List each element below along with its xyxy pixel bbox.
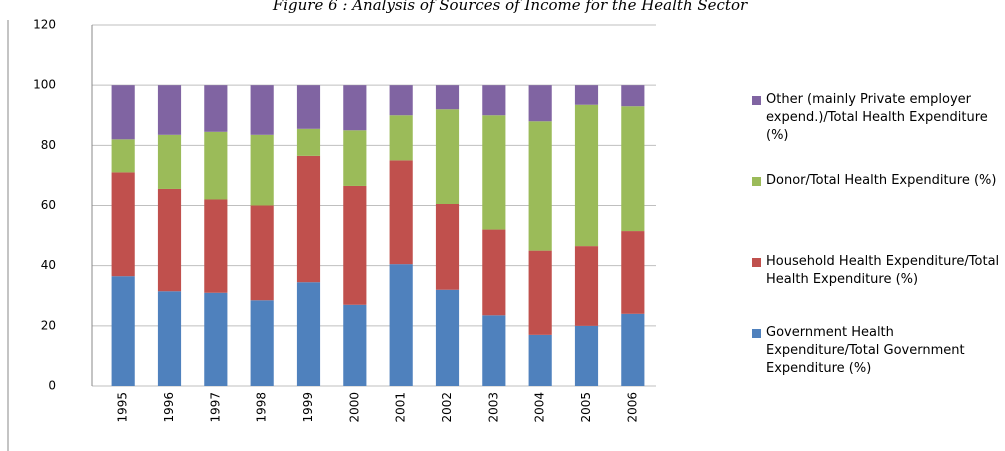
legend-swatch bbox=[752, 258, 761, 267]
bar-segment bbox=[574, 246, 599, 326]
bar-segment bbox=[528, 250, 552, 335]
x-tick-label: 2000 bbox=[347, 392, 361, 423]
legend-swatch bbox=[752, 329, 761, 338]
bar-segment bbox=[250, 300, 274, 386]
bar-segment bbox=[111, 139, 135, 173]
x-tick-label: 2002 bbox=[440, 392, 454, 423]
y-tick-label: 20 bbox=[41, 318, 56, 332]
bar-segment bbox=[250, 205, 274, 301]
x-tick-label: 2006 bbox=[625, 392, 639, 423]
legend-swatch bbox=[752, 96, 761, 105]
bar-segment bbox=[389, 264, 413, 386]
bar-segment bbox=[528, 85, 552, 122]
bar-segment bbox=[157, 188, 182, 292]
bar-segment bbox=[343, 130, 367, 186]
chart-title: Figure 6 : Analysis of Sources of Income… bbox=[272, 0, 748, 14]
y-tick-label: 60 bbox=[41, 198, 56, 212]
bar-segment bbox=[250, 134, 274, 206]
bar-segment bbox=[435, 203, 460, 290]
bar-segment bbox=[482, 115, 506, 230]
bar-segment bbox=[528, 121, 552, 251]
legend-label: Other (mainly Private employer expend.)/… bbox=[766, 92, 988, 143]
y-tick-label: 40 bbox=[41, 258, 56, 272]
legend-label: Government Health Expenditure/Total Gove… bbox=[766, 325, 965, 376]
bar-segment bbox=[389, 115, 413, 161]
y-tick-label: 0 bbox=[48, 379, 56, 393]
bar-segment bbox=[296, 85, 321, 129]
x-tick-label: 1998 bbox=[255, 392, 269, 423]
y-tick-label: 100 bbox=[33, 78, 56, 92]
bar-segment bbox=[343, 85, 367, 131]
bar-segment bbox=[621, 313, 645, 386]
bar-segment bbox=[435, 85, 460, 110]
x-tick-label: 1997 bbox=[208, 392, 222, 423]
bar-segment bbox=[574, 85, 599, 105]
x-tick-label: 2004 bbox=[533, 392, 547, 423]
bar-segment bbox=[435, 289, 460, 386]
bar-segment bbox=[204, 85, 228, 132]
bar-segment bbox=[296, 128, 321, 156]
x-tick-label: 1995 bbox=[116, 392, 130, 423]
bar-segment bbox=[157, 291, 182, 386]
bar-segment bbox=[482, 315, 506, 386]
legend-item: Household Health Expenditure/Total Healt… bbox=[752, 253, 1002, 289]
bar-segment bbox=[157, 85, 182, 135]
bar-segment bbox=[296, 155, 321, 283]
bar-segment bbox=[574, 104, 599, 247]
legend-label: Donor/Total Health Expenditure (%) bbox=[766, 173, 997, 188]
y-tick-label: 80 bbox=[41, 138, 56, 152]
bar-segment bbox=[482, 85, 506, 116]
x-tick-label: 2003 bbox=[486, 392, 500, 423]
bar-segment bbox=[204, 131, 228, 200]
bar-segment bbox=[111, 85, 135, 140]
legend-swatch bbox=[752, 177, 761, 186]
bar-segment bbox=[621, 85, 645, 107]
legend-label: Household Health Expenditure/Total Healt… bbox=[766, 254, 1000, 287]
legend-item: Government Health Expenditure/Total Gove… bbox=[752, 324, 1002, 378]
bar-segment bbox=[435, 109, 460, 204]
x-tick-label: 1999 bbox=[301, 392, 315, 423]
bar-segment bbox=[621, 231, 645, 314]
bar-segment bbox=[111, 276, 135, 386]
bar-segment bbox=[621, 106, 645, 232]
bar-segment bbox=[157, 134, 182, 189]
bar-segment bbox=[111, 172, 135, 277]
bar-segment bbox=[343, 185, 367, 305]
legend-item: Other (mainly Private employer expend.)/… bbox=[752, 91, 1002, 145]
bar-segment bbox=[250, 85, 274, 135]
x-tick-label: 2001 bbox=[394, 392, 408, 423]
bar-segment bbox=[528, 334, 552, 386]
legend-item: Donor/Total Health Expenditure (%) bbox=[752, 172, 1002, 190]
bar-segment bbox=[482, 229, 506, 316]
bar-segment bbox=[204, 199, 228, 293]
bar-segment bbox=[574, 325, 599, 386]
bar-segment bbox=[296, 282, 321, 386]
x-tick-label: 1996 bbox=[162, 392, 176, 423]
y-tick-label: 120 bbox=[33, 18, 56, 32]
x-tick-label: 2005 bbox=[579, 392, 593, 423]
bar-segment bbox=[389, 85, 413, 116]
bar-segment bbox=[389, 160, 413, 265]
bar-segment bbox=[343, 304, 367, 386]
bar-segment bbox=[204, 292, 228, 386]
